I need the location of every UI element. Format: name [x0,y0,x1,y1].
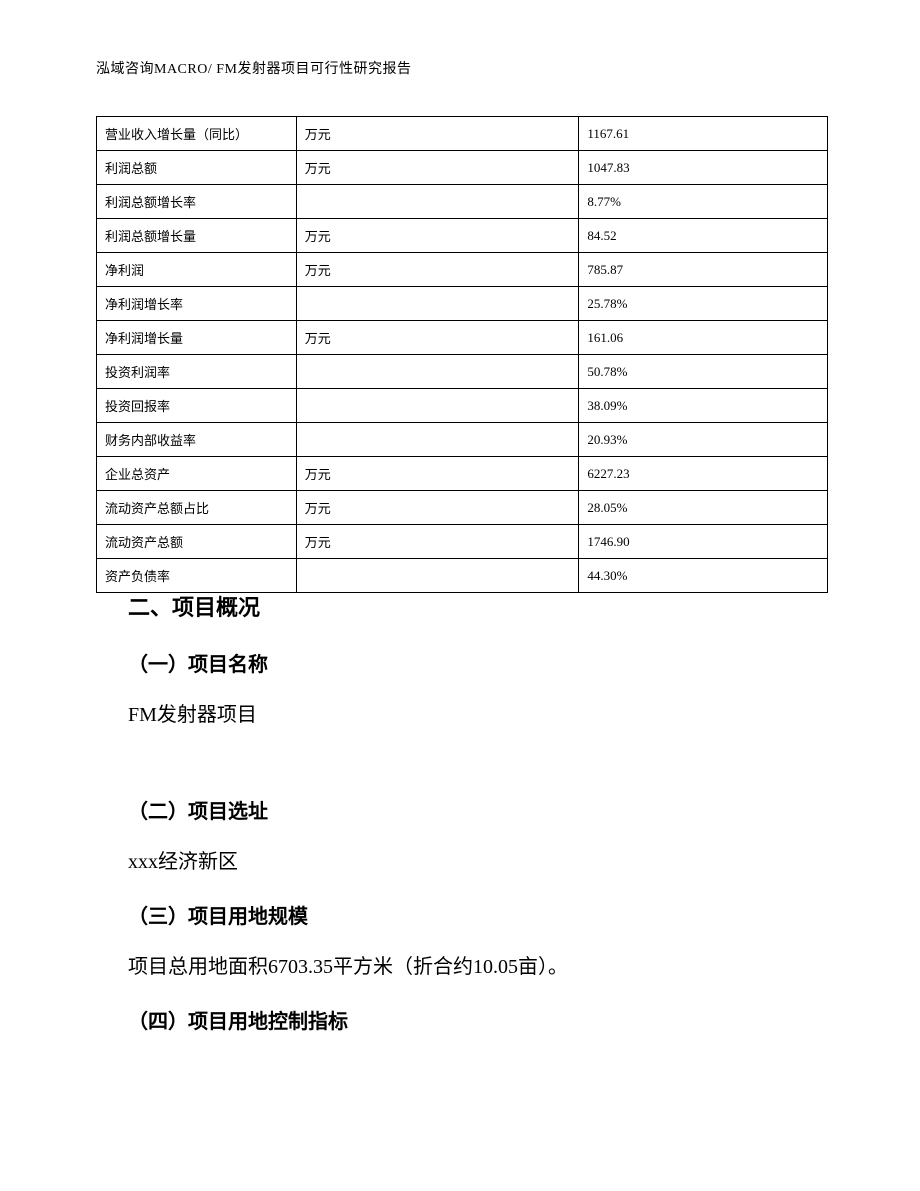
table-row: 净利润增长量万元161.06 [97,321,828,355]
table-row: 利润总额增长率 8.77% [97,185,828,219]
subsection-3-body: 项目总用地面积6703.35平方米（折合约10.05亩）。 [128,951,796,983]
financial-table: 营业收入增长量（同比）万元1167.61利润总额万元1047.83利润总额增长率… [96,116,828,593]
table-cell-unit: 万元 [296,457,579,491]
table-cell-value: 1047.83 [579,151,828,185]
table-row: 流动资产总额万元1746.90 [97,525,828,559]
table-cell-label: 利润总额 [97,151,297,185]
subsection-1-heading: （一）项目名称 [128,648,796,677]
table-cell-unit: 万元 [296,321,579,355]
table-cell-unit [296,287,579,321]
table-row: 净利润万元785.87 [97,253,828,287]
table-cell-value: 1746.90 [579,525,828,559]
table-cell-value: 84.52 [579,219,828,253]
table-cell-value: 8.77% [579,185,828,219]
table-cell-unit [296,559,579,593]
table-cell-label: 利润总额增长量 [97,219,297,253]
table-cell-unit: 万元 [296,151,579,185]
table-cell-label: 投资利润率 [97,355,297,389]
table-cell-label: 投资回报率 [97,389,297,423]
table-cell-label: 利润总额增长率 [97,185,297,219]
table-row: 投资回报率 38.09% [97,389,828,423]
table-cell-unit [296,389,579,423]
table-cell-unit [296,423,579,457]
table-row: 投资利润率 50.78% [97,355,828,389]
table-cell-value: 28.05% [579,491,828,525]
content-area: 二、项目概况 （一）项目名称 FM发射器项目 （二）项目选址 xxx经济新区 （… [128,590,796,1056]
table-cell-value: 6227.23 [579,457,828,491]
header-text: 泓域咨询MACRO/ FM发射器项目可行性研究报告 [96,62,411,77]
table-cell-unit: 万元 [296,219,579,253]
table-cell-value: 20.93% [579,423,828,457]
subsection-4-heading: （四）项目用地控制指标 [128,1005,796,1034]
table-cell-label: 流动资产总额 [97,525,297,559]
table-cell-value: 1167.61 [579,117,828,151]
table-cell-label: 流动资产总额占比 [97,491,297,525]
table-row: 营业收入增长量（同比）万元1167.61 [97,117,828,151]
subsection-3-heading: （三）项目用地规模 [128,900,796,929]
table-cell-value: 785.87 [579,253,828,287]
table-row: 利润总额增长量万元84.52 [97,219,828,253]
table-row: 企业总资产万元6227.23 [97,457,828,491]
subsection-2-heading: （二）项目选址 [128,795,796,824]
table-cell-unit: 万元 [296,253,579,287]
table-cell-value: 44.30% [579,559,828,593]
table-cell-label: 净利润增长量 [97,321,297,355]
table-cell-label: 营业收入增长量（同比） [97,117,297,151]
table-cell-unit: 万元 [296,491,579,525]
table-cell-unit [296,185,579,219]
table-row: 流动资产总额占比万元28.05% [97,491,828,525]
page-header: 泓域咨询MACRO/ FM发射器项目可行性研究报告 [96,58,411,78]
table-row: 利润总额万元1047.83 [97,151,828,185]
table-cell-unit [296,355,579,389]
subsection-2-body: xxx经济新区 [128,846,796,878]
spacer [128,753,796,775]
financial-table-container: 营业收入增长量（同比）万元1167.61利润总额万元1047.83利润总额增长率… [96,116,828,593]
table-cell-unit: 万元 [296,525,579,559]
table-cell-label: 财务内部收益率 [97,423,297,457]
table-cell-label: 净利润 [97,253,297,287]
subsection-1-body: FM发射器项目 [128,699,796,731]
table-cell-value: 38.09% [579,389,828,423]
table-cell-value: 161.06 [579,321,828,355]
table-cell-label: 净利润增长率 [97,287,297,321]
table-row: 资产负债率 44.30% [97,559,828,593]
table-cell-label: 企业总资产 [97,457,297,491]
table-row: 财务内部收益率 20.93% [97,423,828,457]
table-row: 净利润增长率 25.78% [97,287,828,321]
table-body: 营业收入增长量（同比）万元1167.61利润总额万元1047.83利润总额增长率… [97,117,828,593]
section-title: 二、项目概况 [128,590,796,622]
table-cell-value: 25.78% [579,287,828,321]
table-cell-unit: 万元 [296,117,579,151]
table-cell-value: 50.78% [579,355,828,389]
table-cell-label: 资产负债率 [97,559,297,593]
